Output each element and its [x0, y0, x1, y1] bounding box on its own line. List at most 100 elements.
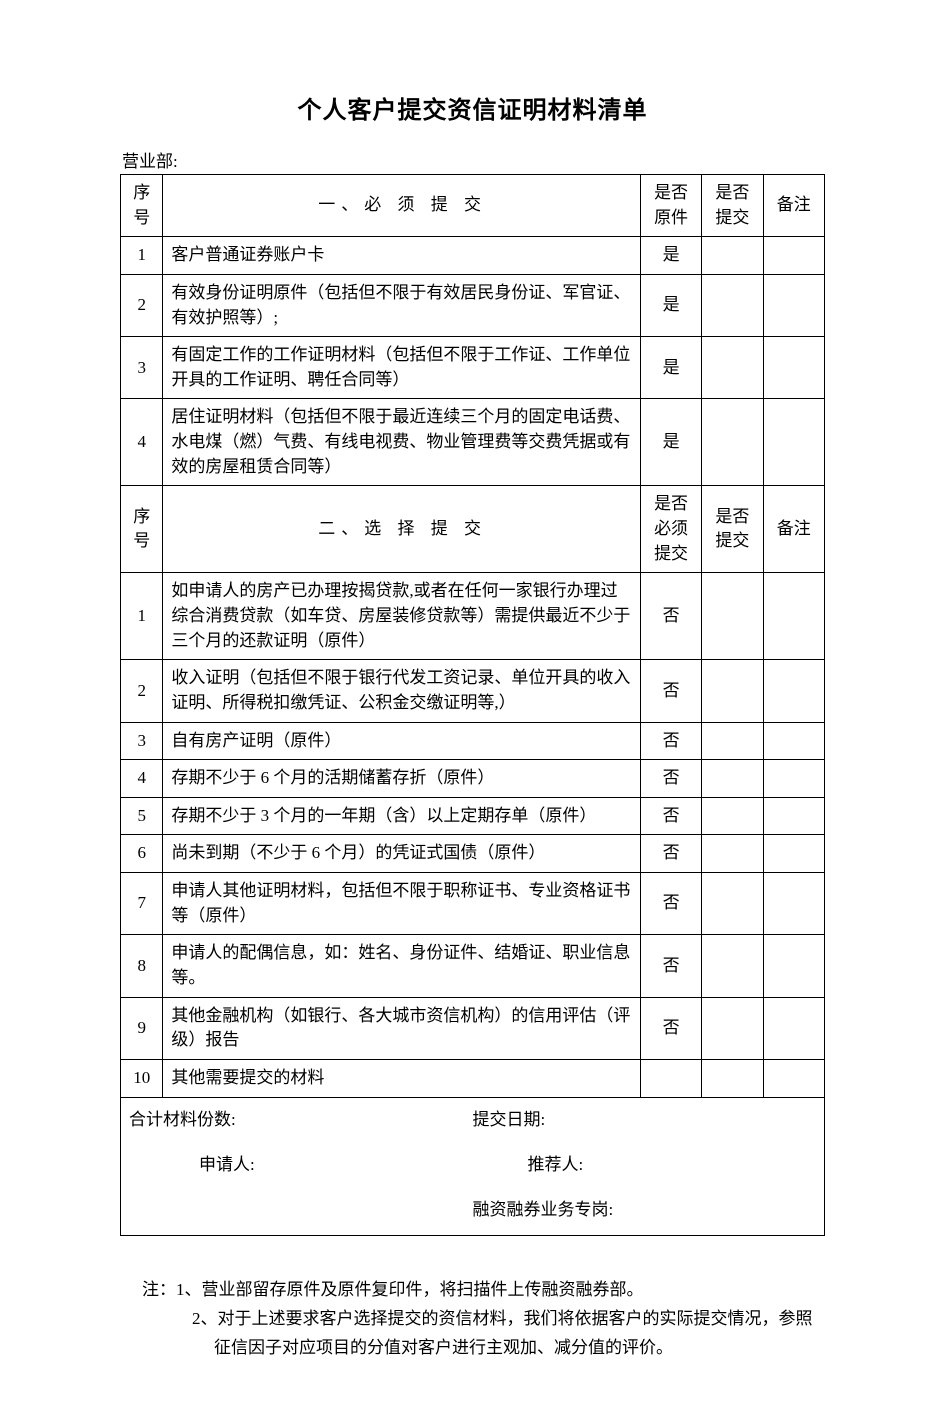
cell-empty [702, 337, 763, 399]
cell-flag: 否 [640, 573, 701, 660]
cell-empty [702, 1059, 763, 1097]
table-row: 6 尚未到期（不少于 6 个月）的凭证式国债（原件） 否 [121, 835, 825, 873]
cell-empty [763, 1059, 824, 1097]
cell-desc: 尚未到期（不少于 6 个月）的凭证式国债（原件） [163, 835, 641, 873]
cell-idx: 10 [121, 1059, 163, 1097]
cell-empty [763, 274, 824, 336]
cell-flag: 否 [640, 997, 701, 1059]
cell-empty [763, 337, 824, 399]
cell-flag: 否 [640, 760, 701, 798]
table-row: 1 如申请人的房产已办理按揭贷款,或者在任何一家银行办理过综合消费贷款（如车贷、… [121, 573, 825, 660]
cell-desc: 客户普通证券账户卡 [163, 237, 641, 275]
header-flag2: 是否提交 [702, 486, 763, 573]
applicant-label: 申请人: [129, 1151, 488, 1178]
cell-idx: 8 [121, 935, 163, 997]
cell-desc: 有效身份证明原件（包括但不限于有效居民身份证、军官证、有效护照等）; [163, 274, 641, 336]
note-1: 1、营业部留存原件及原件复印件，将扫描件上传融资融券部。 [176, 1276, 825, 1305]
cell-idx: 3 [121, 337, 163, 399]
table-row: 9 其他金融机构（如银行、各大城市资信机构）的信用评估（评级）报告 否 [121, 997, 825, 1059]
cell-empty [702, 237, 763, 275]
cell-empty [763, 660, 824, 722]
cell-idx: 9 [121, 997, 163, 1059]
cell-flag: 否 [640, 797, 701, 835]
section1-header-row: 序号 一、必 须 提 交 是否原件 是否提交 备注 [121, 175, 825, 237]
cell-desc: 存期不少于 6 个月的活期储蓄存折（原件） [163, 760, 641, 798]
header-flag1a: 是否原件 [640, 175, 701, 237]
cell-empty [763, 873, 824, 935]
cell-empty [763, 760, 824, 798]
recommender-label: 推荐人: [488, 1151, 817, 1178]
total-label: 合计材料份数: [129, 1106, 473, 1133]
cell-empty [702, 997, 763, 1059]
header-idx: 序号 [121, 486, 163, 573]
header-note: 备注 [763, 486, 824, 573]
header-flag2: 是否提交 [702, 175, 763, 237]
department-label: 营业部: [120, 147, 825, 172]
cell-empty [763, 797, 824, 835]
document-title: 个人客户提交资信证明材料清单 [120, 90, 825, 125]
cell-idx: 4 [121, 760, 163, 798]
footer-line-2: 申请人: 推荐人: [129, 1151, 816, 1178]
header-note: 备注 [763, 175, 824, 237]
spacer [129, 1196, 473, 1223]
cell-flag: 是 [640, 274, 701, 336]
cell-empty [702, 935, 763, 997]
cell-empty [702, 797, 763, 835]
cell-desc: 申请人其他证明材料，包括但不限于职称证书、专业资格证书等（原件） [163, 873, 641, 935]
header-section2: 二、选 择 提 交 [163, 486, 641, 573]
cell-flag: 否 [640, 722, 701, 760]
cell-empty [763, 237, 824, 275]
cell-idx: 2 [121, 274, 163, 336]
cell-flag: 是 [640, 399, 701, 486]
header-flag1b: 是否必须提交 [640, 486, 701, 573]
table-row: 7 申请人其他证明材料，包括但不限于职称证书、专业资格证书等（原件） 否 [121, 873, 825, 935]
cell-empty [702, 573, 763, 660]
cell-flag: 否 [640, 660, 701, 722]
table-row: 3 自有房产证明（原件） 否 [121, 722, 825, 760]
cell-empty [702, 399, 763, 486]
table-row: 4 存期不少于 6 个月的活期储蓄存折（原件） 否 [121, 760, 825, 798]
table-row: 4 居住证明材料（包括但不限于最近连续三个月的固定电话费、水电煤（燃）气费、有线… [121, 399, 825, 486]
cell-desc: 居住证明材料（包括但不限于最近连续三个月的固定电话费、水电煤（燃）气费、有线电视… [163, 399, 641, 486]
cell-flag: 否 [640, 935, 701, 997]
table-row: 10 其他需要提交的材料 [121, 1059, 825, 1097]
cell-desc: 存期不少于 3 个月的一年期（含）以上定期存单（原件） [163, 797, 641, 835]
cell-empty [702, 722, 763, 760]
notes-label: 注： [142, 1276, 176, 1305]
note-2: 2、对于上述要求客户选择提交的资信材料，我们将依据客户的实际提交情况，参照征信因… [142, 1305, 825, 1363]
notes-block: 注： 1、营业部留存原件及原件复印件，将扫描件上传融资融券部。 2、对于上述要求… [120, 1276, 825, 1363]
cell-empty [763, 997, 824, 1059]
cell-empty [702, 873, 763, 935]
cell-flag: 否 [640, 835, 701, 873]
table-row: 2 收入证明（包括但不限于银行代发工资记录、单位开具的收入证明、所得税扣缴凭证、… [121, 660, 825, 722]
cell-idx: 7 [121, 873, 163, 935]
cell-idx: 4 [121, 399, 163, 486]
header-section1: 一、必 须 提 交 [163, 175, 641, 237]
cell-desc: 其他需要提交的材料 [163, 1059, 641, 1097]
footer-line-1: 合计材料份数: 提交日期: [129, 1106, 816, 1133]
cell-desc: 申请人的配偶信息，如：姓名、身份证件、结婚证、职业信息等。 [163, 935, 641, 997]
cell-desc: 收入证明（包括但不限于银行代发工资记录、单位开具的收入证明、所得税扣缴凭证、公积… [163, 660, 641, 722]
cell-idx: 2 [121, 660, 163, 722]
cell-idx: 6 [121, 835, 163, 873]
cell-flag: 是 [640, 237, 701, 275]
table-row: 3 有固定工作的工作证明材料（包括但不限于工作证、工作单位开具的工作证明、聘任合… [121, 337, 825, 399]
cell-desc: 自有房产证明（原件） [163, 722, 641, 760]
cell-empty [763, 399, 824, 486]
cell-desc: 其他金融机构（如银行、各大城市资信机构）的信用评估（评级）报告 [163, 997, 641, 1059]
cell-flag [640, 1059, 701, 1097]
cell-idx: 1 [121, 237, 163, 275]
table-row: 1 客户普通证券账户卡 是 [121, 237, 825, 275]
cell-empty [763, 722, 824, 760]
header-idx: 序号 [121, 175, 163, 237]
table-row: 5 存期不少于 3 个月的一年期（含）以上定期存单（原件） 否 [121, 797, 825, 835]
table-row: 8 申请人的配偶信息，如：姓名、身份证件、结婚证、职业信息等。 否 [121, 935, 825, 997]
specialist-label: 融资融券业务专岗: [473, 1196, 817, 1223]
note-row-1: 注： 1、营业部留存原件及原件复印件，将扫描件上传融资融券部。 [142, 1276, 825, 1305]
cell-empty [702, 660, 763, 722]
cell-idx: 3 [121, 722, 163, 760]
date-label: 提交日期: [473, 1106, 817, 1133]
cell-empty [763, 835, 824, 873]
footer-row: 合计材料份数: 提交日期: 申请人: 推荐人: 融资融券业务专岗: [121, 1097, 825, 1236]
cell-empty [702, 274, 763, 336]
